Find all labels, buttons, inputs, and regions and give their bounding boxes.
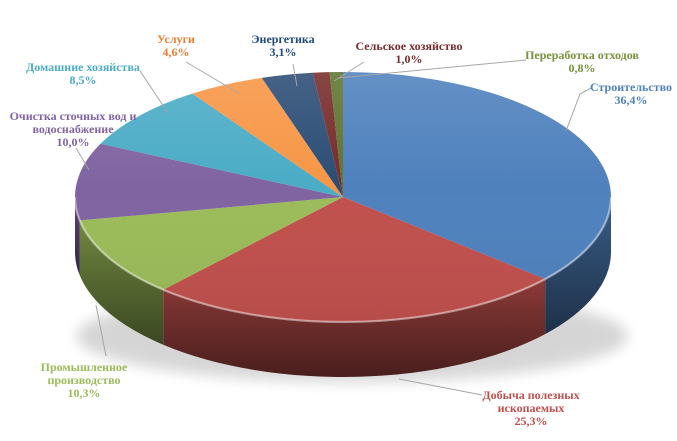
leader-line-1 — [398, 378, 483, 396]
leader-line-5 — [185, 61, 241, 95]
pie-slice-side-3 — [75, 197, 80, 276]
leader-line-4 — [139, 70, 169, 114]
leader-line-2 — [95, 304, 107, 357]
leader-line-3 — [75, 147, 90, 171]
pie-top-sheen — [75, 72, 611, 322]
pie-rim-highlight — [73, 196, 613, 324]
leader-line-6 — [292, 63, 298, 87]
pie-slice-side-1 — [163, 279, 546, 377]
pie-slice-side-2 — [79, 220, 164, 345]
pie-slice-side-0 — [545, 197, 611, 335]
leader-line-8 — [337, 59, 527, 79]
leader-line-0 — [565, 87, 592, 132]
